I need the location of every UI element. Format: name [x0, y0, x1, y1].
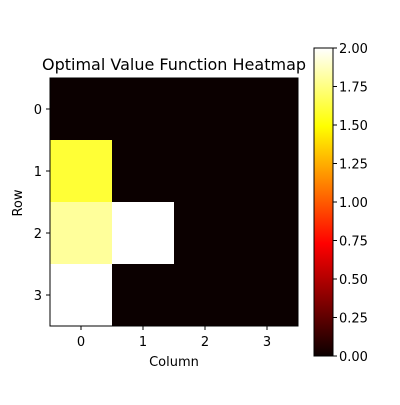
heatmap-cell-r1-c1 [112, 140, 174, 202]
x-axis-ticks: 0 1 2 3 [77, 326, 271, 350]
heatmap-cell-r2-c2 [174, 202, 236, 264]
x-tick-label: 3 [263, 335, 271, 350]
y-tick-label: 2 [34, 227, 42, 242]
colorbar-tick-label: 0.75 [339, 235, 368, 250]
heatmap-cell-r2-c1 [112, 202, 174, 264]
y-tick-label: 3 [34, 289, 42, 304]
chart-title: Optimal Value Function Heatmap [42, 55, 306, 74]
heatmap-cell-r3-c2 [174, 264, 236, 326]
heatmap-cell-r3-c1 [112, 264, 174, 326]
heatmap-cells [50, 78, 298, 326]
heatmap-cell-r3-c3 [236, 264, 298, 326]
colorbar-tick-label: 0.00 [339, 350, 368, 365]
colorbar-tick-label: 1.75 [339, 81, 368, 96]
x-tick-label: 1 [139, 335, 147, 350]
heatmap-cell-r3-c0 [50, 264, 112, 326]
y-axis-ticks: 0 1 2 3 [34, 103, 50, 304]
heatmap-cell-r0-c2 [174, 78, 236, 140]
heatmap-cell-r0-c0 [50, 78, 112, 140]
y-tick-label: 0 [34, 103, 42, 118]
colorbar [313, 47, 334, 357]
x-axis-label: Column [149, 355, 199, 370]
colorbar-tick-label: 1.00 [339, 196, 368, 211]
x-tick-label: 0 [77, 335, 85, 350]
colorbar-tick-label: 0.50 [339, 273, 368, 288]
y-tick-label: 1 [34, 165, 42, 180]
y-axis-label: Row [11, 189, 26, 216]
heatmap-cell-r2-c0 [50, 202, 112, 264]
colorbar-ticks: 0.00 0.25 0.50 0.75 1.00 1.25 1.50 1.75 2.00 [333, 42, 368, 365]
colorbar-tick-label: 0.25 [339, 312, 368, 327]
heatmap-cell-r1-c2 [174, 140, 236, 202]
heatmap-cell-r1-c3 [236, 140, 298, 202]
colorbar-tick-label: 2.00 [339, 42, 368, 57]
heatmap-cell-r1-c0 [50, 140, 112, 202]
heatmap-cell-r0-c1 [112, 78, 174, 140]
plot-frame [49, 77, 299, 327]
colorbar-tick-label: 1.50 [339, 119, 368, 134]
heatmap-cell-r2-c3 [236, 202, 298, 264]
colorbar-tick-label: 1.25 [339, 158, 368, 173]
x-tick-label: 2 [201, 335, 209, 350]
heatmap-cell-r0-c3 [236, 78, 298, 140]
